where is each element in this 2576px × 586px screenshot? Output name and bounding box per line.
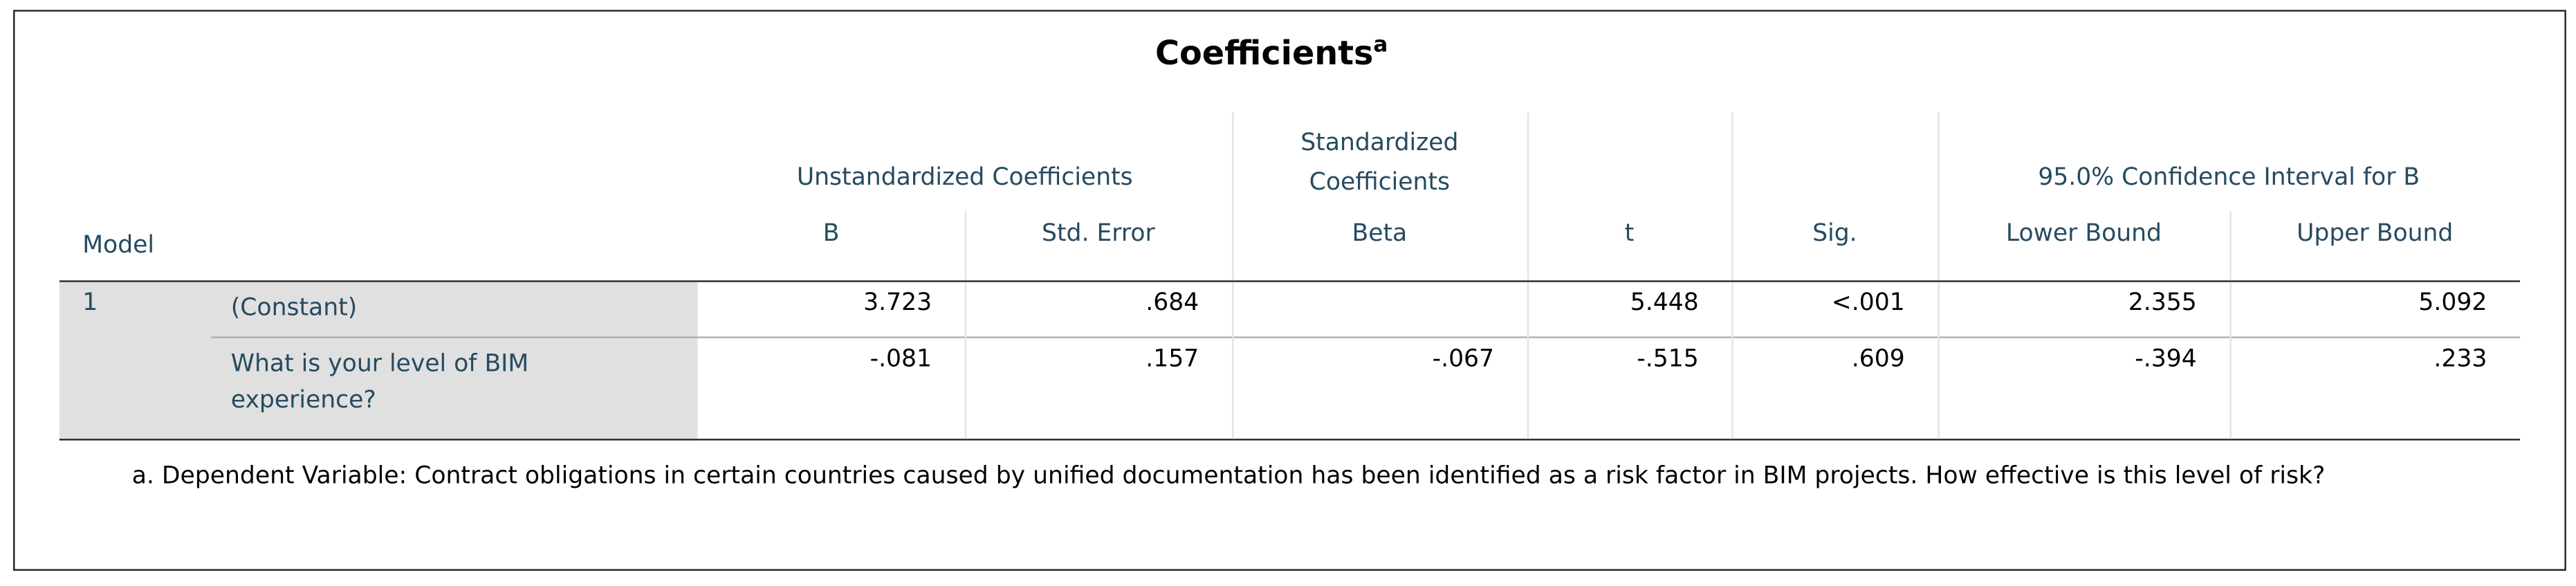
group-header: 95.0% Confidence Interval for B — [2038, 165, 2420, 192]
header-separator — [1731, 112, 1733, 281]
title-text: Coefficients — [1155, 33, 1374, 73]
header-separator — [1231, 112, 1234, 281]
value-cell: 3.723 — [863, 290, 932, 317]
bottom-rule — [59, 439, 2521, 441]
frame — [13, 10, 2566, 571]
value-cell: .609 — [1851, 346, 1905, 373]
group-header: Unstandardized Coefficients — [796, 165, 1133, 192]
value-cell: .684 — [1146, 290, 1199, 317]
value-cell: -.067 — [1432, 346, 1495, 373]
column-separator — [964, 282, 967, 439]
title-note: a — [1373, 33, 1388, 59]
row-label: (Constant) — [230, 295, 358, 322]
row-label: What is your level of BIM experience? — [230, 351, 529, 414]
header-separator — [2229, 211, 2232, 281]
value-cell: 2.355 — [2128, 290, 2197, 317]
column-header: Beta — [1352, 221, 1408, 248]
column-header: t — [1624, 221, 1635, 248]
column-separator — [2229, 282, 2232, 439]
header-separator — [964, 211, 967, 281]
column-header: B — [822, 221, 840, 248]
header-separator — [1527, 112, 1529, 281]
header-separator — [1938, 112, 1940, 281]
table-title: Coefficientsa — [59, 33, 2484, 73]
value-cell: -.515 — [1637, 346, 1699, 373]
value-cell: 5.448 — [1630, 290, 1699, 317]
label-background — [59, 282, 698, 441]
row-rule — [211, 336, 2521, 338]
column-separator — [1231, 282, 1234, 439]
value-cell: -.081 — [870, 346, 932, 373]
column-separator — [1527, 282, 1529, 439]
column-separator — [1938, 282, 1940, 439]
value-cell: 5.092 — [2418, 290, 2487, 317]
value-cell: -.394 — [2135, 346, 2197, 373]
column-separator — [1731, 282, 1733, 439]
column-header: Sig. — [1812, 221, 1857, 248]
model-cell: 1 — [82, 290, 98, 317]
column-header: Std. Error — [1042, 221, 1155, 248]
value-cell: <.001 — [1831, 290, 1905, 317]
value-cell: .233 — [2434, 346, 2487, 373]
footnote: a. Dependent Variable: Contract obligati… — [131, 463, 2326, 491]
column-header: Upper Bound — [2297, 221, 2454, 248]
group-header: Standardized Coefficients — [1300, 130, 1459, 196]
value-cell: .157 — [1146, 346, 1199, 373]
header-rule — [59, 280, 2521, 282]
column-header: Model — [82, 232, 155, 259]
column-header: Lower Bound — [2005, 221, 2162, 248]
